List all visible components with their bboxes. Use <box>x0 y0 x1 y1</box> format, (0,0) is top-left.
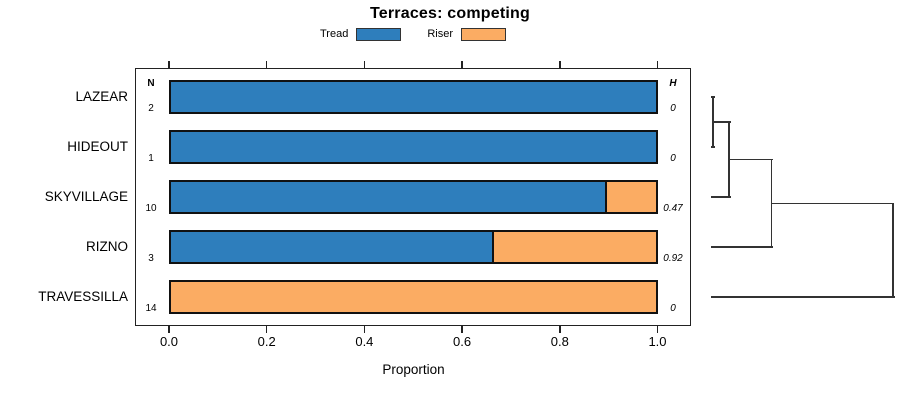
x-axis-tick-label: 0.0 <box>159 334 179 349</box>
h-value: 0 <box>670 153 676 164</box>
bar-row <box>169 130 658 164</box>
category-label: HIDEOUT <box>67 139 128 154</box>
dendrogram-joint <box>892 202 894 298</box>
x-axis-tick-bottom <box>461 326 463 333</box>
x-axis-tick-bottom <box>559 326 561 333</box>
category-label: LAZEAR <box>75 89 128 104</box>
chart-title: Terraces: competing <box>370 5 530 22</box>
category-label: RIZNO <box>86 239 128 254</box>
bar-row <box>169 280 658 314</box>
plot-frame <box>135 68 691 326</box>
bar-segment-tread <box>171 132 656 162</box>
legend-label: Tread <box>320 28 349 40</box>
x-axis-tick-top <box>265 61 268 68</box>
x-axis-tick-label: 0.4 <box>355 334 374 349</box>
legend-swatch-tread <box>356 27 402 41</box>
x-axis-tick-label: 0.8 <box>550 334 569 349</box>
n-value: 10 <box>145 203 157 214</box>
bar-row <box>169 230 658 264</box>
dendrogram-branch <box>713 121 731 123</box>
bar-segment-tread <box>171 82 656 112</box>
h-value: 0 <box>670 103 676 114</box>
x-axis-tick-top <box>363 61 366 68</box>
bar-row <box>169 180 658 214</box>
x-axis-tick-bottom <box>363 326 366 333</box>
dendrogram-branch <box>711 246 773 248</box>
bar-row <box>169 80 658 114</box>
x-axis-tick-bottom <box>265 326 268 333</box>
x-axis-tick-bottom <box>168 326 170 333</box>
x-axis-tick-label: 0.2 <box>257 334 276 349</box>
legend: Tread Riser <box>0 26 826 42</box>
x-axis-tick-top <box>461 61 463 68</box>
n-column-header: N <box>147 78 155 89</box>
category-label: SKYVILLAGE <box>44 189 128 204</box>
h-value: 0.47 <box>663 203 683 214</box>
legend-swatch-riser <box>461 27 506 41</box>
h-value: 0 <box>670 303 676 314</box>
x-axis-tick-label: 0.6 <box>453 334 472 349</box>
x-axis-tick-top <box>559 61 561 68</box>
n-value: 3 <box>148 253 154 264</box>
x-axis-tick-label: 1.0 <box>648 334 667 349</box>
h-column-header: H <box>669 78 677 89</box>
n-value: 1 <box>148 153 154 164</box>
bar-segment-tread <box>171 232 495 262</box>
dendrogram-branch <box>711 296 895 298</box>
dendrogram-branch <box>711 196 731 198</box>
x-axis-tick-top <box>168 61 170 68</box>
legend-item: Riser <box>427 27 506 41</box>
x-axis-tick-bottom <box>656 326 659 333</box>
category-label: TRAVESSILLA <box>38 289 128 304</box>
legend-item: Tread <box>320 27 402 41</box>
x-axis-title: Proportion <box>382 362 445 377</box>
n-value: 2 <box>148 103 154 114</box>
x-axis-tick-top <box>656 61 659 68</box>
dendrogram-branch <box>771 202 895 204</box>
dendrogram-branch <box>729 158 773 161</box>
bar-segment-tread <box>171 182 608 212</box>
n-value: 14 <box>145 303 157 314</box>
h-value: 0.92 <box>663 253 683 264</box>
legend-label: Riser <box>427 28 453 40</box>
